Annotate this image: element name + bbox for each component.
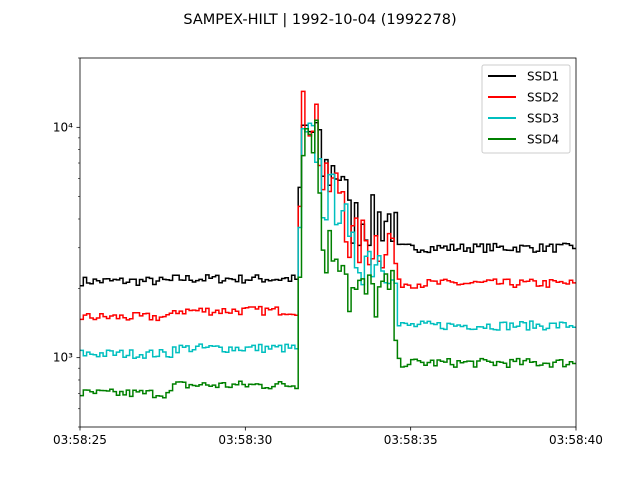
series-line-ssd3	[80, 122, 576, 360]
x-tick-label: 03:58:25	[53, 433, 107, 447]
plot-frame	[79, 57, 577, 428]
legend: SSD1 SSD2 SSD3 SSD4	[481, 64, 571, 154]
x-tick-label: 03:58:35	[384, 433, 438, 447]
legend-label-ssd3: SSD3	[527, 112, 559, 126]
chart-title: SAMPEX-HILT | 1992-10-04 (1992278)	[183, 12, 456, 28]
axes-layer: 03:58:25 03:58:30 03:58:35 03:58:40 10³ 10⁴	[53, 57, 603, 447]
x-tick-label: 03:58:30	[218, 433, 272, 447]
series-layer	[80, 90, 576, 399]
y-tick-label: 10⁴	[53, 120, 73, 134]
series-line-ssd4	[80, 119, 576, 399]
x-tick-label: 03:58:40	[549, 433, 603, 447]
series-line-ssd1	[80, 121, 576, 287]
legend-box	[481, 64, 571, 154]
y-tick-label: 10³	[53, 351, 73, 365]
legend-label-ssd4: SSD4	[527, 133, 559, 147]
legend-label-ssd1: SSD1	[527, 70, 559, 84]
legend-label-ssd2: SSD2	[527, 91, 559, 105]
